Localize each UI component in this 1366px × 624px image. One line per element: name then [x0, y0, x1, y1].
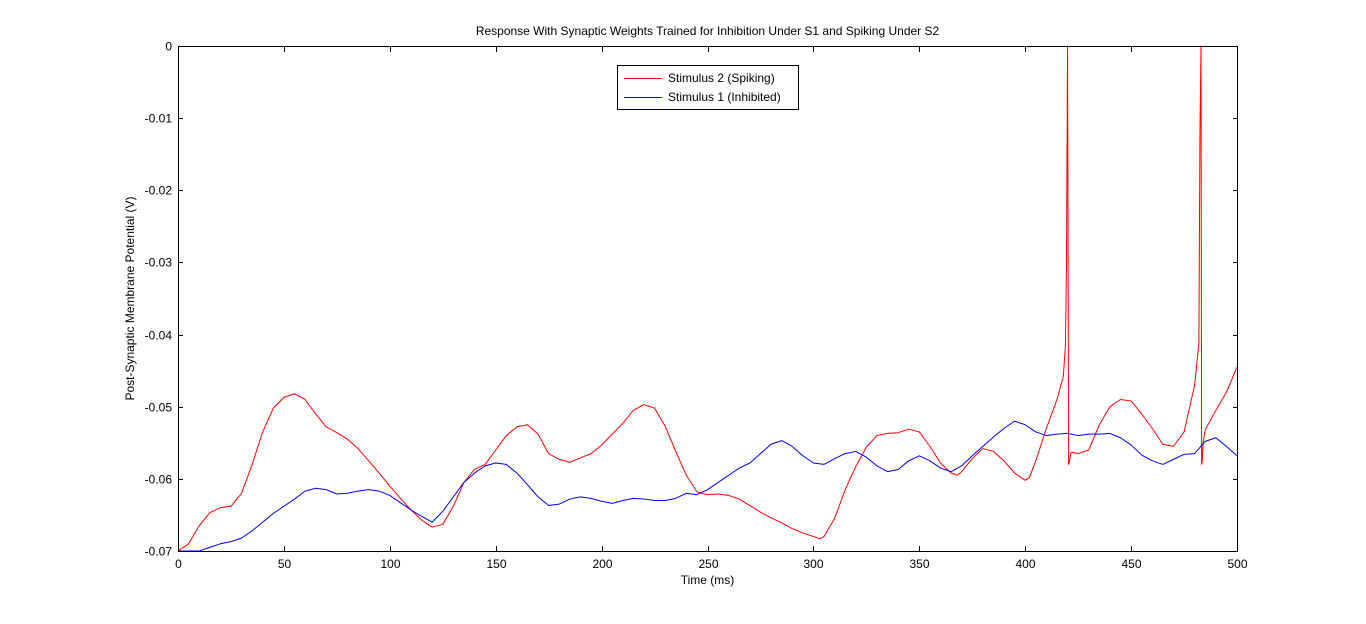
y-tick-label: -0.05	[145, 401, 173, 415]
y-tick-label: -0.01	[145, 112, 173, 126]
y-tick-label: -0.06	[145, 473, 173, 487]
x-tick-label: 450	[1121, 557, 1141, 571]
x-tick-label: 500	[1227, 557, 1247, 571]
x-tick-label: 100	[380, 557, 400, 571]
x-axis-label: Time (ms)	[681, 573, 735, 587]
x-tick-label: 350	[909, 557, 929, 571]
legend: Stimulus 2 (Spiking) Stimulus 1 (Inhibit…	[617, 65, 799, 110]
x-tick-label: 50	[278, 557, 292, 571]
x-tick-label: 300	[803, 557, 823, 571]
x-tick-label: 400	[1015, 557, 1035, 571]
x-tick-label: 150	[486, 557, 506, 571]
y-axis: 0 -0.01 -0.02 -0.03 -0.04 -0.05 -0.06 -0.07	[145, 40, 1238, 559]
axes-frame	[178, 46, 1238, 552]
legend-box	[617, 65, 799, 110]
y-tick-label: -0.07	[145, 545, 173, 559]
x-axis: 0 50 100 150 200 250 300 350 400 450 500	[175, 47, 1248, 571]
x-tick-label: 250	[698, 557, 718, 571]
legend-entry-stimulus-2: Stimulus 2 (Spiking)	[668, 71, 775, 85]
legend-entry-stimulus-1: Stimulus 1 (Inhibited)	[668, 90, 781, 104]
y-tick-label: -0.02	[145, 184, 173, 198]
y-tick-label: -0.03	[145, 256, 173, 270]
x-tick-label: 0	[175, 557, 182, 571]
chart-title: Response With Synaptic Weights Trained f…	[476, 24, 940, 38]
y-tick-label: 0	[165, 40, 172, 54]
y-tick-label: -0.04	[145, 329, 173, 343]
y-axis-label: Post-Synaptic Membrane Potential (V)	[123, 196, 137, 400]
series-line-stimulus-1	[178, 420, 1238, 552]
x-tick-label: 200	[592, 557, 612, 571]
series-line-stimulus-2	[177, 45, 1238, 552]
series-layer	[177, 45, 1238, 552]
plot-area	[178, 46, 1237, 551]
